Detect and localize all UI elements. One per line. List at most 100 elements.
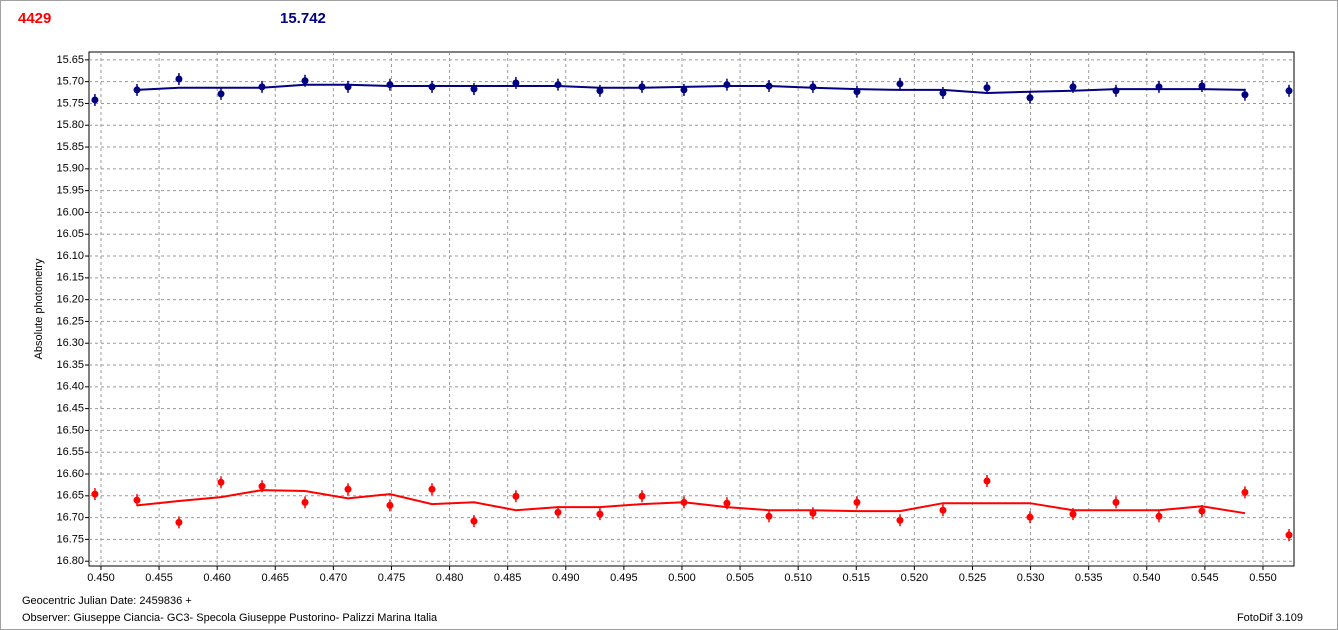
data-point [344,483,352,496]
data-point [896,77,904,90]
data-point [939,504,947,517]
x-tick-label: 0.530 [1017,572,1045,584]
point-dot [386,81,394,89]
point-dot [91,490,99,498]
data-point [1026,91,1034,104]
x-tick-label: 0.495 [610,572,638,584]
point-dot [512,492,520,500]
y-tick-label: 16.00 [56,206,84,218]
point-dot [554,508,562,516]
y-axis-label: Absolute photometry [33,258,45,359]
software-note: FotoDif 3.109 [1237,612,1303,624]
data-point [1026,511,1034,524]
point-dot [983,477,991,485]
data-point [1241,486,1249,499]
y-tick-label: 16.55 [56,446,84,458]
point-dot [680,86,688,94]
x-tick-label: 0.515 [843,572,871,584]
y-tick-label: 16.15 [56,272,84,284]
x-tick-label: 0.510 [784,572,812,584]
chart-title: 4429 [18,10,51,27]
x-tick-label: 0.465 [262,572,290,584]
data-point [386,499,394,512]
y-tick-label: 15.65 [56,54,84,66]
x-tick-label: 0.460 [203,572,231,584]
point-dot [554,81,562,89]
data-point [983,474,991,487]
point-dot [1241,91,1249,99]
series-line [136,83,1246,95]
point-dot [1026,94,1034,102]
y-tick-label: 16.05 [56,228,84,240]
data-point [1285,529,1293,542]
point-dot [1198,507,1206,515]
point-dot [512,79,520,87]
observer-note: Observer: Giuseppe Ciancia- GC3- Specola… [22,612,438,624]
point-dot [896,80,904,88]
point-dot [133,86,141,94]
point-dot [1155,512,1163,520]
y-tick-label: 16.75 [56,533,84,545]
y-tick-label: 16.65 [56,490,84,502]
data-point [512,490,520,503]
point-dot [983,84,991,92]
point-dot [258,482,266,490]
data-point [983,81,991,94]
point-dot [638,492,646,500]
data-point [217,87,225,100]
x-tick-label: 0.505 [726,572,754,584]
y-tick-label: 16.25 [56,315,84,327]
y-tick-label: 15.95 [56,185,84,197]
y-tick-label: 16.60 [56,468,84,480]
data-point [175,516,183,529]
y-tick-label: 15.75 [56,97,84,109]
point-dot [175,518,183,526]
data-point [133,83,141,96]
point-dot [217,478,225,486]
point-dot [809,509,817,517]
data-point [470,515,478,528]
x-tick-label: 0.455 [145,572,173,584]
data-point [133,494,141,507]
x-tick-label: 0.450 [87,572,115,584]
data-point [175,73,183,86]
data-point [91,488,99,501]
x-tick-label: 0.500 [668,572,696,584]
point-dot [301,77,309,85]
point-dot [1285,531,1293,539]
y-tick-label: 15.80 [56,119,84,131]
data-point [1285,84,1293,97]
point-dot [428,485,436,493]
y-tick-label: 16.30 [56,337,84,349]
data-point [596,508,604,521]
point-dot [1198,82,1206,90]
point-dot [217,90,225,98]
y-tick-label: 16.40 [56,381,84,393]
data-point [91,93,99,106]
point-dot [939,506,947,514]
x-tick-label: 0.550 [1249,572,1277,584]
x-tick-label: 0.475 [378,572,406,584]
x-tick-label: 0.540 [1133,572,1161,584]
data-point [428,483,436,496]
point-dot [853,498,861,506]
point-dot [939,89,947,97]
point-dot [596,510,604,518]
x-tick-label: 0.525 [959,572,987,584]
y-tick-label: 16.10 [56,250,84,262]
point-dot [470,85,478,93]
x-tick-label: 0.480 [436,572,464,584]
point-dot [1241,488,1249,496]
y-tick-label: 15.85 [56,141,84,153]
x-tick-label: 0.485 [494,572,522,584]
point-dot [344,485,352,493]
point-dot [765,512,773,520]
point-dot [301,498,309,506]
data-point [638,490,646,503]
point-dot [596,87,604,95]
point-dot [1069,83,1077,91]
point-dot [91,96,99,104]
point-dot [133,496,141,504]
y-tick-label: 15.90 [56,163,84,175]
